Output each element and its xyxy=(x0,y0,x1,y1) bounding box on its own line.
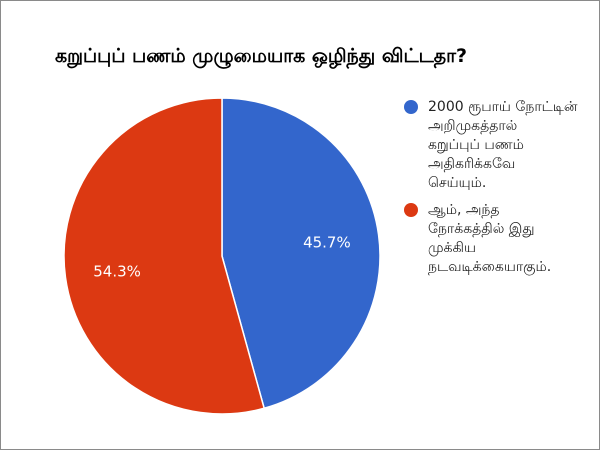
legend-label-0: 2000 ரூபாய் நோட்டின் அறிமுகத்தால் கறுப்ப… xyxy=(428,99,578,191)
legend-label-1: ஆம், அந்த நோக்கத்தில் இது முக்கிய நடவடிக… xyxy=(428,202,552,275)
pie-slice-1 xyxy=(63,97,266,415)
pie-slice-0 xyxy=(221,97,381,410)
pie-value-label-1: 54.3% xyxy=(93,262,141,280)
legend-item-0: 2000 ரூபாய் நோட்டின் அறிமுகத்தால் கறுப்ப… xyxy=(404,98,594,193)
legend-swatch-1 xyxy=(404,203,418,217)
legend-swatch-0 xyxy=(404,100,418,114)
chart-title: கறுப்புப் பணம் முழுமையாக ஒழிந்து விட்டதா… xyxy=(55,45,468,67)
pie-value-label-0: 45.7% xyxy=(303,234,351,252)
pie-slices xyxy=(63,97,381,415)
chart-legend: 2000 ரூபாய் நோட்டின் அறிமுகத்தால் கறுப்ப… xyxy=(404,98,594,285)
legend-item-1: ஆம், அந்த நோக்கத்தில் இது முக்கிய நடவடிக… xyxy=(404,201,594,277)
pie-slice-labels: 45.7% 54.3% xyxy=(93,234,350,281)
